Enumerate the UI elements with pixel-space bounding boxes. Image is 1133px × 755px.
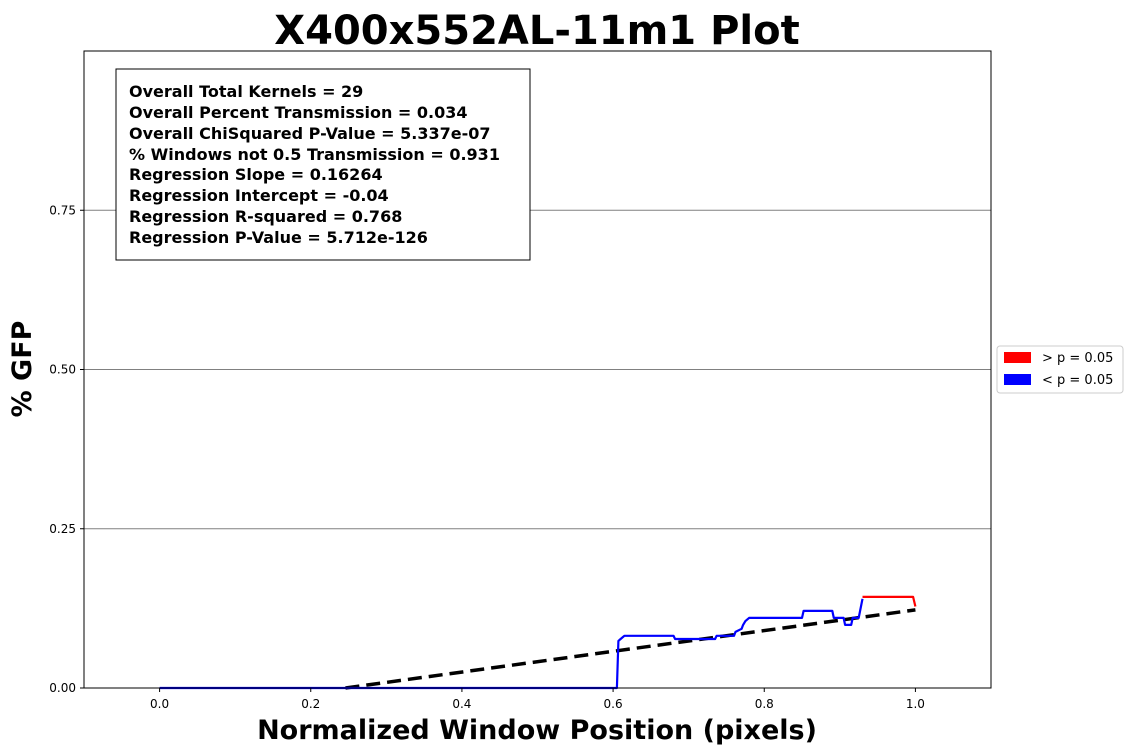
x-tick-label-0: 0.0 (150, 697, 169, 711)
y-axis-ticks: 0.00 0.25 0.50 0.75 (49, 203, 84, 695)
x-axis-title: Normalized Window Position (pixels) (257, 715, 817, 746)
y-tick-label-0: 0.00 (49, 681, 76, 695)
x-tick-label-3: 0.6 (604, 697, 623, 711)
regression-layer (345, 608, 916, 690)
stat-chisquared-pvalue: Overall ChiSquared P-Value = 5.337e-07 (129, 124, 491, 143)
legend-label-above: > p = 0.05 (1042, 351, 1113, 366)
legend-label-below: < p = 0.05 (1042, 373, 1113, 388)
y-axis-title: % GFP (7, 321, 38, 418)
chart-title: X400x552AL-11m1 Plot (274, 8, 799, 54)
legend-swatch-red (1004, 352, 1031, 363)
x-axis-ticks: 0.0 0.2 0.4 0.6 0.8 1.0 (150, 688, 925, 711)
y-tick-label-1: 0.25 (49, 522, 76, 536)
series-line-1 (862, 595, 917, 607)
legend: > p = 0.05 < p = 0.05 (996, 345, 1124, 394)
series-layer (159, 595, 917, 690)
stat-regression-rsquared: Regression R-squared = 0.768 (129, 207, 402, 226)
stat-total-kernels: Overall Total Kernels = 29 (129, 82, 363, 101)
stat-regression-pvalue: Regression P-Value = 5.712e-126 (129, 228, 428, 247)
stat-regression-intercept: Regression Intercept = -0.04 (129, 186, 389, 205)
x-tick-label-5: 1.0 (906, 697, 925, 711)
legend-swatch-blue (1004, 374, 1031, 385)
y-tick-label-2: 0.50 (49, 363, 76, 377)
x-tick-label-2: 0.4 (452, 697, 471, 711)
stat-percent-transmission: Overall Percent Transmission = 0.034 (129, 103, 468, 122)
stat-regression-slope: Regression Slope = 0.16264 (129, 165, 383, 184)
stats-box: Overall Total Kernels = 29 Overall Perce… (115, 68, 531, 261)
series-line-0 (159, 598, 864, 690)
x-tick-label-1: 0.2 (301, 697, 320, 711)
stats-box-frame (115, 68, 531, 261)
stat-windows-not-half: % Windows not 0.5 Transmission = 0.931 (129, 145, 500, 164)
y-tick-label-3: 0.75 (49, 203, 76, 217)
x-tick-label-4: 0.8 (755, 697, 774, 711)
regression-line (345, 608, 916, 690)
